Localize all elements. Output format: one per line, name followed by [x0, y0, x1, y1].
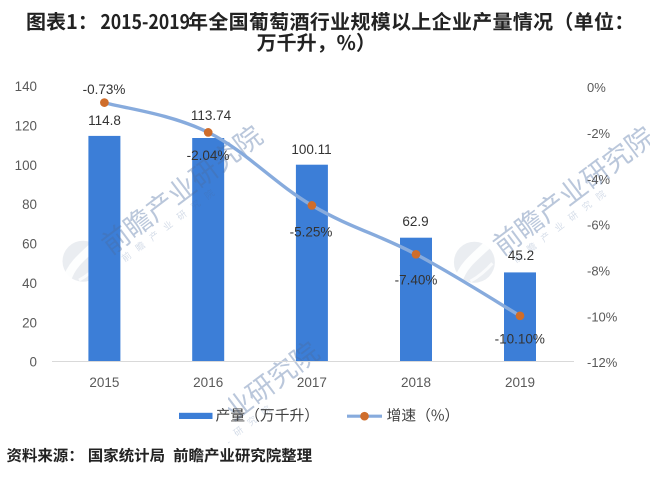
svg-text:-6%: -6%	[587, 218, 611, 233]
svg-text:-0.73%: -0.73%	[83, 82, 126, 97]
svg-text:-4%: -4%	[587, 172, 611, 187]
svg-text:60: 60	[22, 237, 37, 252]
svg-text:-10.10%: -10.10%	[495, 332, 545, 347]
svg-text:140: 140	[15, 79, 37, 94]
svg-text:62.9: 62.9	[402, 214, 428, 229]
svg-text:-5.25%: -5.25%	[290, 224, 333, 239]
svg-text:113.74: 113.74	[191, 108, 232, 123]
svg-text:45.2: 45.2	[508, 248, 534, 263]
svg-text:2016: 2016	[193, 375, 223, 390]
svg-text:2019: 2019	[505, 375, 535, 390]
svg-text:100: 100	[15, 158, 37, 173]
svg-text:20: 20	[22, 315, 37, 330]
svg-text:0%: 0%	[587, 80, 606, 95]
svg-text:2018: 2018	[401, 375, 431, 390]
svg-text:-2.04%: -2.04%	[187, 148, 230, 163]
svg-text:2017: 2017	[297, 375, 327, 390]
svg-text:40: 40	[22, 276, 37, 291]
svg-text:-2%: -2%	[587, 126, 611, 141]
svg-text:114.8: 114.8	[88, 113, 121, 128]
svg-text:120: 120	[15, 119, 37, 134]
svg-text:100.11: 100.11	[291, 142, 331, 157]
svg-text:-8%: -8%	[587, 264, 611, 279]
svg-text:-10%: -10%	[587, 309, 618, 324]
svg-text:0: 0	[30, 355, 37, 370]
svg-text:2015: 2015	[89, 375, 119, 390]
svg-text:-12%: -12%	[587, 355, 618, 370]
svg-text:-7.40%: -7.40%	[395, 272, 438, 287]
svg-text:80: 80	[22, 197, 37, 212]
